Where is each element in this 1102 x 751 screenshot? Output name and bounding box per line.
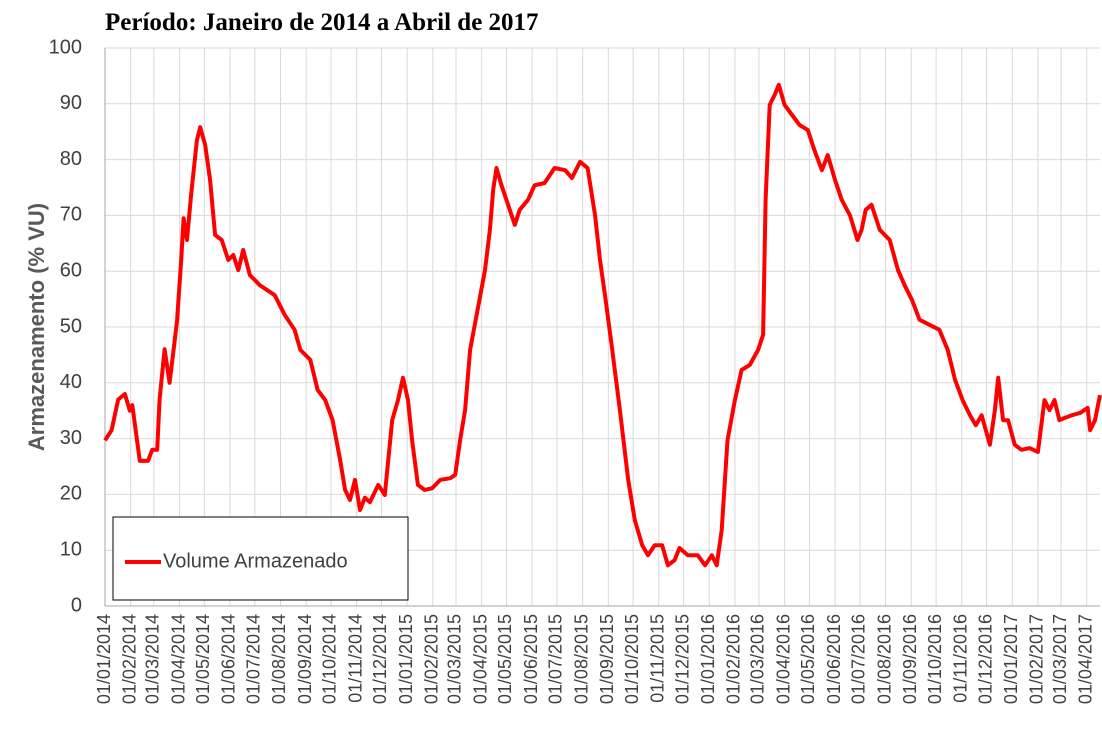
- y-tick-label: 30: [60, 427, 82, 449]
- x-tick-label: 01/10/2014: [320, 614, 340, 704]
- data-line: [103, 82, 1102, 568]
- y-tick-label: 10: [60, 538, 82, 560]
- y-tick-label: 0: [71, 594, 82, 616]
- x-tick-label: 01/01/2017: [1001, 614, 1021, 704]
- x-tick-label: 01/03/2017: [1050, 614, 1070, 704]
- x-tick-label: 01/05/2016: [798, 614, 818, 704]
- x-tick-label: 01/04/2015: [470, 614, 490, 704]
- x-tick-label: 01/03/2014: [143, 614, 163, 704]
- y-axis-label: Armazenamento (% VU): [24, 203, 49, 451]
- x-tick-label: 01/07/2016: [849, 614, 869, 704]
- x-tick-label: 01/04/2014: [168, 614, 188, 704]
- x-tick-label: 01/01/2015: [396, 614, 416, 704]
- x-tick-label: 01/02/2016: [724, 614, 744, 704]
- x-tick-label: 01/06/2015: [521, 614, 541, 704]
- x-tick-label: 01/01/2016: [698, 614, 718, 704]
- x-tick-label: 01/07/2014: [244, 614, 264, 704]
- x-tick-label: 01/08/2015: [571, 614, 591, 704]
- x-tick-label: 01/06/2016: [824, 614, 844, 704]
- x-tick-label: 01/05/2015: [495, 614, 515, 704]
- y-tick-label: 40: [60, 371, 82, 393]
- y-tick-label: 90: [60, 92, 82, 114]
- y-tick-label: 20: [60, 483, 82, 505]
- y-tick-label: 70: [60, 204, 82, 226]
- x-tick-label: 01/08/2016: [874, 614, 894, 704]
- x-tick-label: 01/04/2017: [1076, 614, 1096, 704]
- x-tick-label: 01/02/2014: [119, 614, 139, 704]
- x-tick-label: 01/12/2015: [672, 614, 692, 704]
- x-tick-label: 01/09/2016: [900, 614, 920, 704]
- x-tick-label: 01/11/2014: [345, 614, 365, 703]
- x-tick-label: 01/09/2015: [597, 614, 617, 704]
- x-tick-label: 01/12/2014: [370, 614, 390, 704]
- x-tick-label: 01/07/2015: [546, 614, 566, 704]
- x-tick-label: 01/02/2017: [1027, 614, 1047, 704]
- chart-title: Período: Janeiro de 2014 a Abril de 2017: [105, 9, 539, 36]
- y-tick-label: 80: [60, 148, 82, 170]
- x-tick-label: 01/11/2016: [951, 614, 971, 703]
- x-tick-label: 01/03/2015: [445, 614, 465, 704]
- y-tick-label: 50: [60, 315, 82, 337]
- x-tick-label: 01/12/2016: [975, 614, 995, 704]
- legend-box: [112, 516, 409, 601]
- x-tick-label: 01/08/2014: [269, 614, 289, 704]
- x-tick-label: 01/06/2014: [219, 614, 239, 704]
- x-tick-label: 01/04/2016: [773, 614, 793, 704]
- x-tick-label: 01/11/2015: [648, 614, 668, 703]
- x-tick-label: 01/03/2016: [748, 614, 768, 704]
- x-tick-label: 01/02/2015: [422, 614, 442, 704]
- x-tick-label: 01/10/2015: [622, 614, 642, 704]
- legend-label: Volume Armazenado: [163, 550, 348, 572]
- x-tick-label: 01/01/2014: [94, 614, 114, 704]
- y-tick-label: 60: [60, 259, 82, 281]
- x-tick-label: 01/09/2014: [295, 614, 315, 704]
- x-tick-label: 01/10/2016: [925, 614, 945, 704]
- x-tick-label: 01/05/2014: [193, 614, 213, 704]
- y-tick-label: 100: [49, 36, 82, 58]
